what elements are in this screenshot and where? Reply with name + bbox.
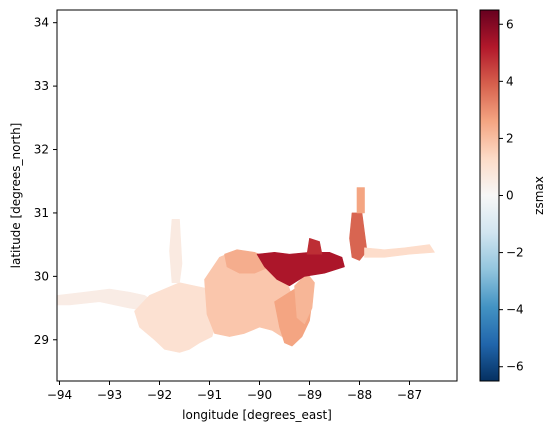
x-tick-label: −90 (247, 388, 272, 402)
plot-frame (56, 9, 458, 382)
y-axis-ticks: 29 30 31 32 33 34 (34, 16, 57, 347)
x-tick-label: −91 (197, 388, 222, 402)
region-atchafalaya-upstream (169, 219, 183, 284)
y-tick-label: 30 (34, 269, 49, 283)
colorbar-tick-label: 0 (506, 189, 514, 203)
y-axis-label: latitude [degrees_north] (9, 123, 23, 269)
region-mobile-river (356, 187, 365, 214)
x-tick-label: −87 (397, 388, 422, 402)
colorbar-tick-label: −4 (506, 303, 524, 317)
heatmap-layer (57, 187, 435, 353)
colorbar-tick-label: −2 (506, 246, 524, 260)
x-tick-label: −89 (297, 388, 322, 402)
colorbar-label: zsmax (532, 176, 546, 215)
colorbar-tick-label: 4 (506, 74, 514, 88)
x-tick-label: −93 (97, 388, 122, 402)
x-tick-label: −94 (47, 388, 72, 402)
y-tick-label: 33 (34, 79, 49, 93)
colorbar: −6 −4 −2 0 2 4 6 zsmax (479, 9, 546, 382)
region-mississippi-sound (256, 252, 345, 287)
region-pearl-river (306, 238, 323, 255)
x-axis-ticks: −94 −93 −92 −91 −90 −89 −88 −87 (47, 381, 422, 402)
region-mobile-bay (349, 212, 368, 261)
x-axis-label: longitude [degrees_east] (182, 408, 332, 422)
colorbar-ticks: −6 −4 −2 0 2 4 6 (499, 17, 524, 374)
y-tick-label: 31 (34, 206, 49, 220)
region-east-coast (364, 244, 435, 258)
colorbar-gradient (479, 9, 500, 382)
y-tick-label: 29 (34, 333, 49, 347)
colorbar-tick-label: 6 (506, 17, 514, 31)
colorbar-tick-label: −6 (506, 360, 524, 374)
y-tick-label: 34 (34, 16, 49, 30)
plot-area (56, 9, 458, 382)
colorbar-tick-label: 2 (506, 131, 514, 145)
x-tick-label: −92 (147, 388, 172, 402)
y-tick-label: 32 (34, 143, 49, 157)
x-tick-label: −88 (347, 388, 372, 402)
